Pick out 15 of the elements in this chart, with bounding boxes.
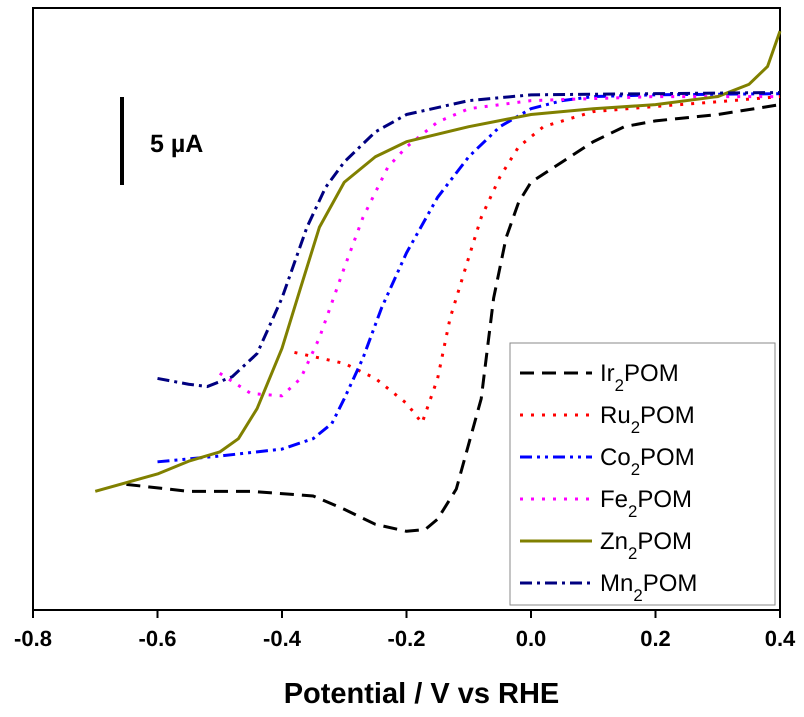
legend-label: Ru$_{2}$POM (600, 402, 695, 436)
legend-label: Fe$_{2}$POM (600, 486, 692, 520)
legend-label: Ir$_{2}$POM (600, 360, 679, 394)
annotation: 5 µA (150, 130, 204, 158)
legend-label: Zn$_{2}$POM (600, 528, 692, 562)
x-tick-label: -0.6 (138, 626, 176, 651)
x-tick-label: 0.4 (764, 626, 796, 651)
x-tick-label: -0.8 (14, 626, 52, 651)
x-tick-label: -0.2 (388, 626, 426, 651)
x-axis-title: Potential / V vs RHE (284, 678, 560, 710)
legend-label: Mn$_{2}$POM (600, 570, 698, 604)
x-tick-label: -0.4 (263, 626, 302, 651)
x-tick-label: 0.0 (516, 626, 546, 651)
x-tick-label: 0.2 (640, 626, 671, 651)
legend-label: Co$_{2}$POM (600, 444, 695, 478)
